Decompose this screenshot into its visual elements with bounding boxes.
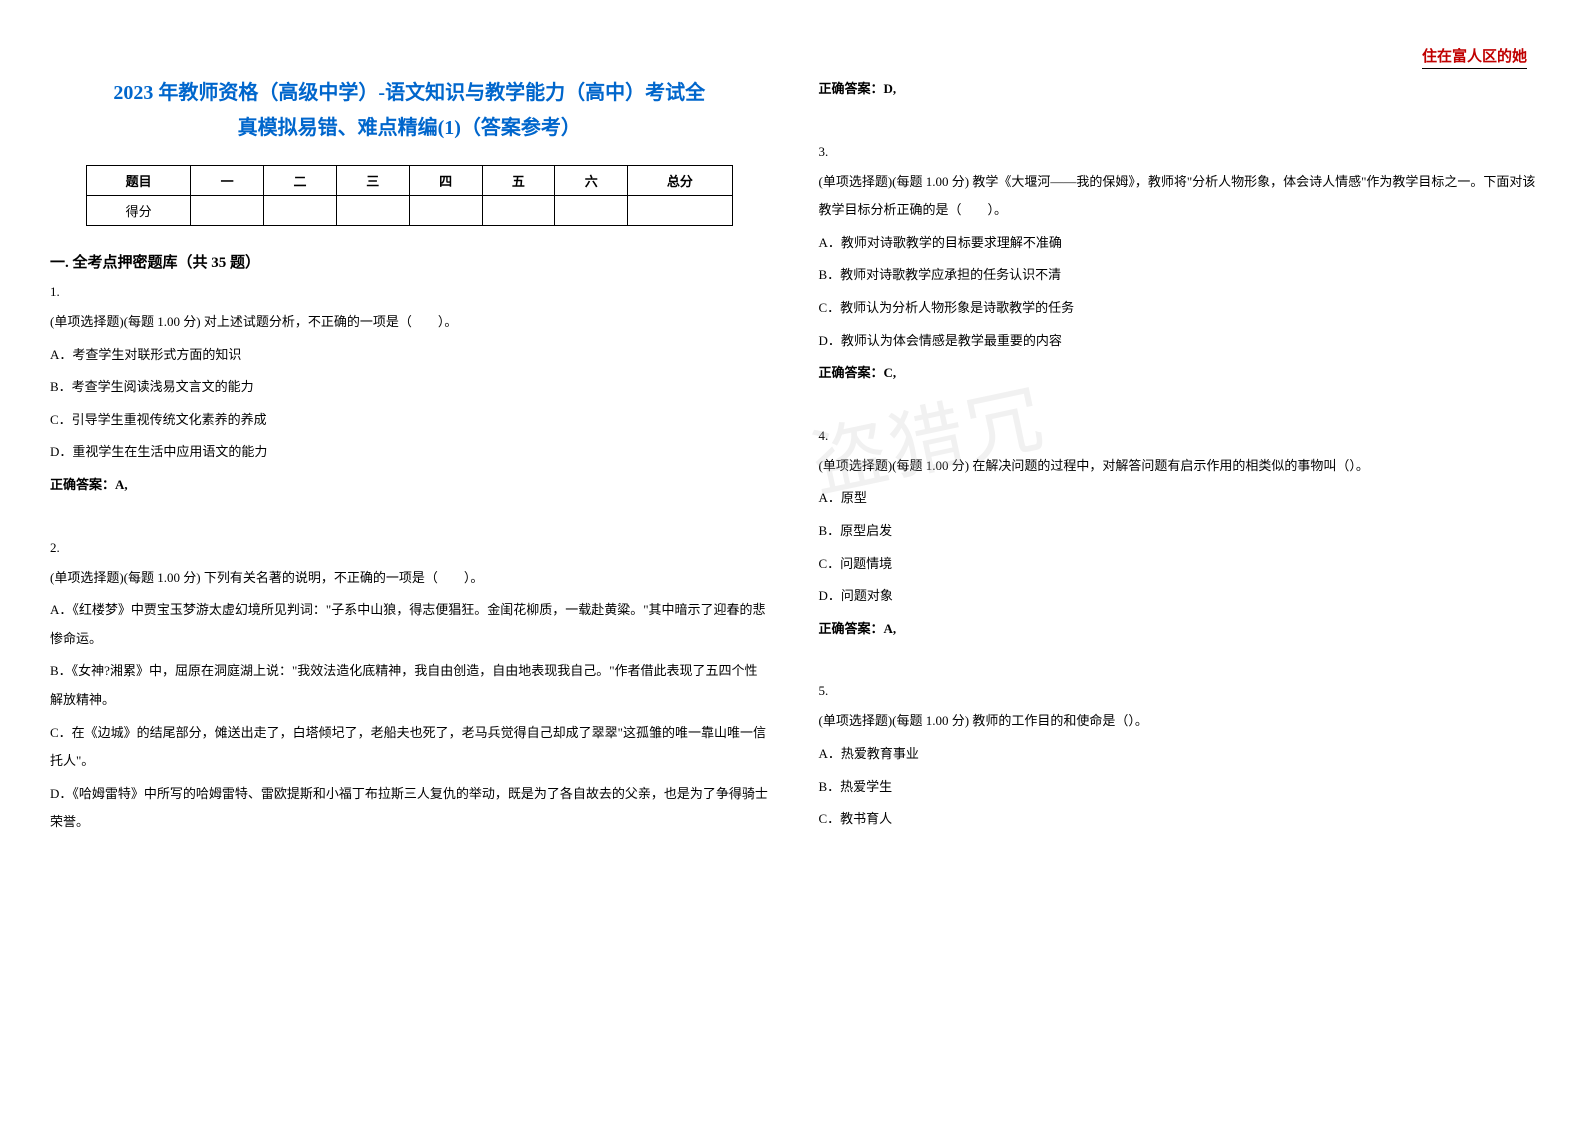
table-header: 题目 bbox=[86, 166, 190, 196]
option-b: B．考查学生阅读浅易文言文的能力 bbox=[50, 373, 769, 402]
question-stem: (单项选择题)(每题 1.00 分) 教学《大堰河——我的保姆》，教师将"分析人… bbox=[819, 168, 1538, 225]
table-row: 得分 bbox=[86, 196, 732, 226]
question-number: 3. bbox=[819, 144, 1538, 160]
question-number: 5. bbox=[819, 683, 1538, 699]
option-b: B．原型启发 bbox=[819, 517, 1538, 546]
table-header: 二 bbox=[264, 166, 337, 196]
option-b: B．《女神?湘累》中，屈原在洞庭湖上说："我效法造化底精神，我自由创造，自由地表… bbox=[50, 657, 769, 714]
table-cell bbox=[409, 196, 482, 226]
table-cell bbox=[555, 196, 628, 226]
answer: 正确答案：A, bbox=[819, 615, 1538, 644]
table-cell bbox=[191, 196, 264, 226]
left-column: 2023 年教师资格（高级中学）-语文知识与教学能力（高中）考试全 真模拟易错、… bbox=[50, 75, 769, 841]
option-d: D．教师认为体会情感是教学最重要的内容 bbox=[819, 327, 1538, 356]
option-a: A．教师对诗歌教学的目标要求理解不准确 bbox=[819, 229, 1538, 258]
option-a: A．考查学生对联形式方面的知识 bbox=[50, 341, 769, 370]
table-header: 总分 bbox=[628, 166, 732, 196]
option-c: C．在《边城》的结尾部分，傩送出走了，白塔倾圮了，老船夫也死了，老马兵觉得自己却… bbox=[50, 719, 769, 776]
option-a: A．《红楼梦》中贾宝玉梦游太虚幻境所见判词："子系中山狼，得志便猖狂。金闺花柳质… bbox=[50, 596, 769, 653]
table-cell bbox=[264, 196, 337, 226]
exam-title-line2: 真模拟易错、难点精编(1)（答案参考） bbox=[50, 111, 769, 140]
option-d: D．问题对象 bbox=[819, 582, 1538, 611]
header-note: 住在富人区的她 bbox=[1422, 45, 1527, 69]
table-header: 六 bbox=[555, 166, 628, 196]
option-c: C．教师认为分析人物形象是诗歌教学的任务 bbox=[819, 294, 1538, 323]
right-column: 正确答案：D, 3. (单项选择题)(每题 1.00 分) 教学《大堰河——我的… bbox=[819, 75, 1538, 841]
option-d: D．重视学生在生活中应用语文的能力 bbox=[50, 438, 769, 467]
question-number: 4. bbox=[819, 428, 1538, 444]
table-header: 五 bbox=[482, 166, 555, 196]
table-header: 一 bbox=[191, 166, 264, 196]
question-stem: (单项选择题)(每题 1.00 分) 下列有关名著的说明，不正确的一项是（ ）。 bbox=[50, 564, 769, 593]
table-cell: 得分 bbox=[86, 196, 190, 226]
content-area: 2023 年教师资格（高级中学）-语文知识与教学能力（高中）考试全 真模拟易错、… bbox=[50, 75, 1537, 841]
option-a: A．热爱教育事业 bbox=[819, 740, 1538, 769]
table-cell bbox=[628, 196, 732, 226]
option-d: D．《哈姆雷特》中所写的哈姆雷特、雷欧提斯和小福丁布拉斯三人复仇的举动，既是为了… bbox=[50, 780, 769, 837]
option-c: C．教书育人 bbox=[819, 805, 1538, 834]
table-header: 四 bbox=[409, 166, 482, 196]
section-heading: 一. 全考点押密题库（共 35 题） bbox=[50, 251, 769, 272]
answer: 正确答案：C, bbox=[819, 359, 1538, 388]
table-cell bbox=[482, 196, 555, 226]
option-b: B．教师对诗歌教学应承担的任务认识不清 bbox=[819, 261, 1538, 290]
option-c: C．问题情境 bbox=[819, 550, 1538, 579]
table-header: 三 bbox=[336, 166, 409, 196]
table-cell bbox=[336, 196, 409, 226]
question-number: 2. bbox=[50, 540, 769, 556]
exam-title-line1: 2023 年教师资格（高级中学）-语文知识与教学能力（高中）考试全 bbox=[50, 75, 769, 111]
question-stem: (单项选择题)(每题 1.00 分) 对上述试题分析，不正确的一项是（ ）。 bbox=[50, 308, 769, 337]
question-number: 1. bbox=[50, 284, 769, 300]
score-table: 题目 一 二 三 四 五 六 总分 得分 bbox=[86, 165, 733, 226]
question-stem: (单项选择题)(每题 1.00 分) 教师的工作目的和使命是（）。 bbox=[819, 707, 1538, 736]
answer: 正确答案：D, bbox=[819, 75, 1538, 104]
table-row: 题目 一 二 三 四 五 六 总分 bbox=[86, 166, 732, 196]
answer: 正确答案：A, bbox=[50, 471, 769, 500]
question-stem: (单项选择题)(每题 1.00 分) 在解决问题的过程中，对解答问题有启示作用的… bbox=[819, 452, 1538, 481]
option-c: C．引导学生重视传统文化素养的养成 bbox=[50, 406, 769, 435]
option-b: B．热爱学生 bbox=[819, 773, 1538, 802]
option-a: A．原型 bbox=[819, 484, 1538, 513]
